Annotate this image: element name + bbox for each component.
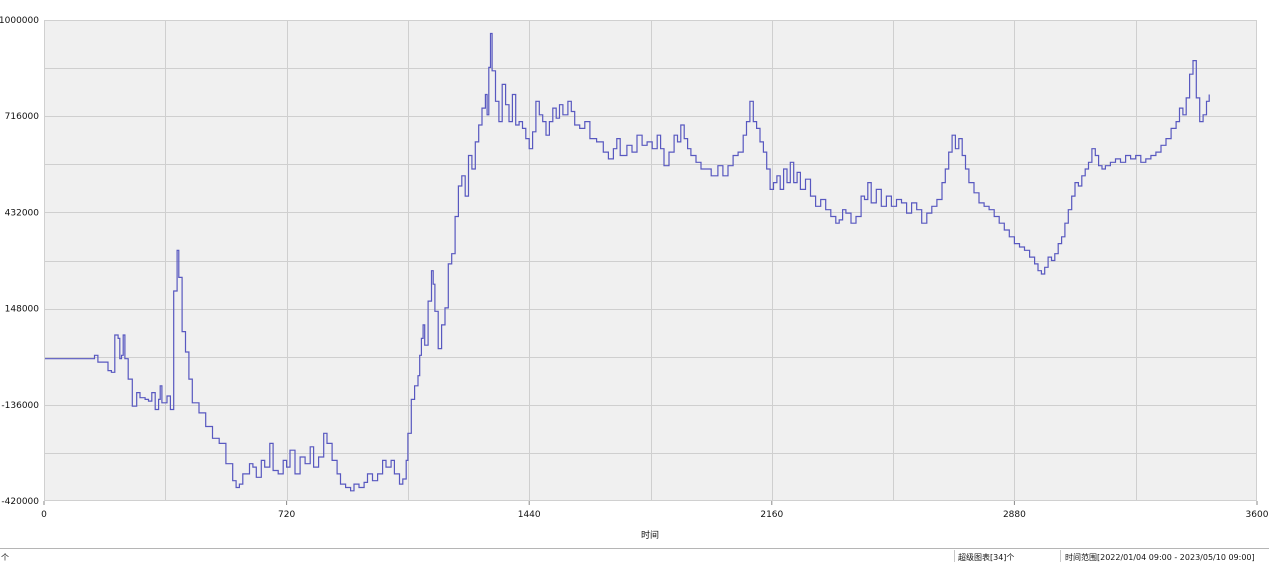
y-tick-label: 148000	[5, 305, 40, 315]
y-tick-label: 1000000	[0, 16, 39, 26]
axes: -420000 -136000 148000 432000 716000 1000000 0…	[0, 16, 1269, 520]
x-tick-label: 3600	[1246, 510, 1269, 520]
status-separator	[1060, 550, 1061, 562]
plot-background	[44, 20, 1257, 501]
status-separator	[954, 550, 955, 562]
y-tick-label: -136000	[1, 401, 39, 411]
x-tick-label: 0	[41, 510, 47, 520]
x-tick-label: 1440	[518, 510, 541, 520]
status-left-text: 个	[1, 553, 9, 562]
series-path	[44, 32, 1210, 492]
series-line	[44, 32, 1210, 492]
plot-frame	[44, 20, 1257, 501]
grid-lines	[44, 20, 1257, 501]
x-tick-label: 2160	[760, 510, 783, 520]
x-axis-title: 时间	[641, 529, 659, 541]
status-time-range: 时间范围[2022/01/04 09:00 - 2023/05/10 09:00…	[1065, 553, 1255, 562]
x-tick-label: 720	[278, 510, 295, 520]
y-tick-label: -420000	[1, 497, 39, 507]
y-tick-label: 716000	[5, 112, 40, 122]
chart-area: -420000 -136000 148000 432000 716000 1000000 0…	[0, 16, 1269, 541]
status-series-count: 超级图表[34]个	[958, 553, 1015, 562]
line-chart: -420000 -136000 148000 432000 716000 1000000 0…	[0, 16, 1269, 541]
x-tick-label: 2880	[1003, 510, 1026, 520]
y-tick-label: 432000	[5, 208, 40, 218]
status-bar: 个 超级图表[34]个 时间范围[2022/01/04 09:00 - 2023…	[0, 548, 1269, 564]
